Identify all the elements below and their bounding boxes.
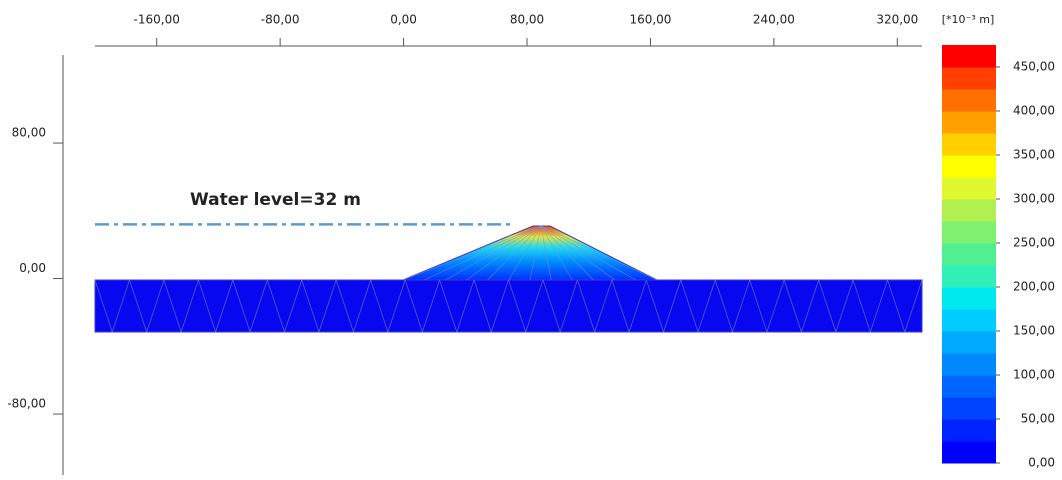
- mesh-line: [540, 225, 658, 281]
- colorbar-band: [942, 331, 996, 354]
- x-tick-label: 320,00: [876, 13, 918, 27]
- mesh-line: [611, 279, 647, 333]
- colorbar-tick-label: 50,00: [1021, 412, 1055, 426]
- mesh-line: [540, 225, 636, 281]
- mesh-line: [540, 225, 552, 281]
- mesh-line: [129, 279, 165, 333]
- colorbar-tick-label: 100,00: [1013, 368, 1055, 382]
- mesh-line: [577, 279, 613, 333]
- colorbar-tick-label: 0,00: [1028, 456, 1055, 470]
- colorbar-band: [942, 265, 996, 288]
- mesh-line: [818, 279, 854, 333]
- mesh-line: [445, 225, 542, 281]
- mesh-line: [473, 279, 509, 333]
- colorbar-band: [942, 133, 996, 156]
- colorbar-band: [942, 243, 996, 266]
- x-tick-label: 160,00: [629, 13, 671, 27]
- colorbar-band: [942, 177, 996, 200]
- colorbar-band: [942, 155, 996, 178]
- mesh-line: [540, 225, 615, 281]
- colorbar-band: [942, 89, 996, 112]
- colorbar-band: [942, 67, 996, 90]
- colorbar-band: [942, 419, 996, 442]
- y-tick-label: -80,00: [7, 397, 46, 411]
- mesh-line: [540, 225, 573, 281]
- colorbar-tick-label: 150,00: [1013, 324, 1055, 338]
- mesh-line: [198, 279, 234, 333]
- mesh-line: [402, 225, 542, 281]
- mesh-line: [487, 225, 542, 281]
- mesh-line: [232, 279, 268, 333]
- mesh-line: [466, 225, 542, 281]
- colorbar-tick-label: 350,00: [1013, 148, 1055, 162]
- mesh-line: [529, 225, 542, 281]
- x-tick-label: -80,00: [261, 13, 300, 27]
- mesh: [94, 225, 923, 333]
- colorbar-tick-label: 250,00: [1013, 236, 1055, 250]
- mesh-line: [749, 279, 785, 333]
- mesh-line: [301, 279, 337, 333]
- mesh-line: [783, 279, 819, 333]
- mesh-line: [646, 279, 682, 333]
- mesh-line: [163, 279, 199, 333]
- y-tick-label: 80,00: [12, 126, 46, 140]
- mesh-line: [508, 225, 542, 281]
- colorbar-band: [942, 221, 996, 244]
- colorbar-band: [942, 199, 996, 222]
- mesh-line: [335, 279, 371, 333]
- colorbar-band: [942, 397, 996, 420]
- mesh-line: [508, 279, 544, 333]
- colorbar-band: [942, 309, 996, 332]
- y-tick-label: 0,00: [19, 261, 46, 275]
- mesh-line: [94, 279, 130, 333]
- colorbar-tick-label: 400,00: [1013, 104, 1055, 118]
- colorbar-tick-label: 450,00: [1013, 60, 1055, 74]
- annotation: Water level=32 m: [190, 190, 361, 210]
- mesh-line: [370, 279, 406, 333]
- colorbar-band: [942, 287, 996, 310]
- mesh-line: [404, 279, 440, 333]
- x-tick-label: 240,00: [753, 13, 795, 27]
- x-tick-label: 0,00: [390, 13, 417, 27]
- mesh-line: [540, 225, 594, 281]
- ground: [94, 279, 923, 333]
- colorbar-band: [942, 375, 996, 398]
- mesh-line: [424, 225, 542, 281]
- mesh-line: [680, 279, 716, 333]
- colorbar-band: [942, 111, 996, 134]
- mesh-line: [714, 279, 750, 333]
- mesh-line: [542, 279, 578, 333]
- mesh-line: [439, 279, 475, 333]
- colorbar-band: [942, 353, 996, 376]
- colorbar-band: [942, 45, 996, 68]
- mesh-line: [852, 279, 888, 333]
- x-tick-label: 80,00: [510, 13, 544, 27]
- x-tick-label: -160,00: [134, 13, 180, 27]
- mesh-line: [887, 279, 923, 333]
- mesh-line: [267, 279, 303, 333]
- colorbar-tick-label: 300,00: [1013, 192, 1055, 206]
- colorbar-label: [*10⁻³ m]: [942, 13, 995, 26]
- colorbar-band: [942, 441, 996, 464]
- colorbar-tick-label: 200,00: [1013, 280, 1055, 294]
